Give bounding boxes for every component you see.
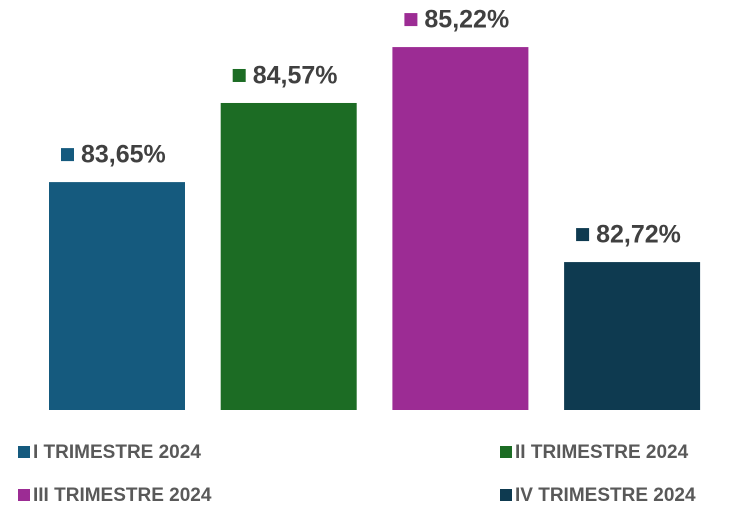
bar <box>564 262 701 410</box>
value-label: 85,22% <box>424 6 509 34</box>
value-label-key <box>232 68 246 82</box>
legend-label: I TRIMESTRE 2024 <box>33 442 201 463</box>
value-label-key <box>61 148 74 162</box>
legend-swatch <box>500 446 512 458</box>
legend-swatch <box>18 446 30 458</box>
legend-label: III TRIMESTRE 2024 <box>33 485 212 506</box>
legend-swatch <box>500 489 512 501</box>
value-label-key <box>404 13 418 27</box>
legend-swatch <box>18 489 30 501</box>
bar <box>392 47 529 410</box>
bar <box>49 182 185 410</box>
legend-label: IV TRIMESTRE 2024 <box>515 485 696 506</box>
value-label-key <box>576 228 590 242</box>
value-label: 82,72% <box>596 221 681 249</box>
value-label: 83,65% <box>81 141 166 169</box>
legend-label: II TRIMESTRE 2024 <box>515 442 689 463</box>
value-label: 84,57% <box>253 62 338 90</box>
bar <box>220 102 357 410</box>
